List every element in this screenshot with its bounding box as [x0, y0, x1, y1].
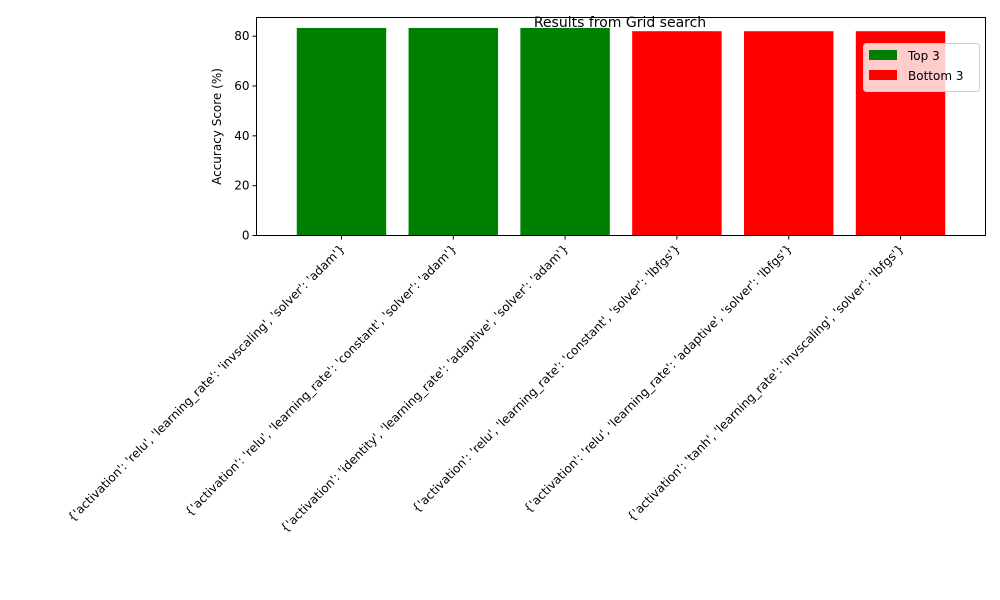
- bar-1: [296, 27, 387, 236]
- legend-swatch-1: [869, 50, 897, 60]
- legend-label-1: Top 3: [907, 49, 940, 63]
- y-axis-label: Accuracy Score (%): [210, 68, 224, 185]
- chart-title: Results from Grid search: [534, 15, 706, 31]
- y-tick-label: 20: [234, 179, 249, 193]
- y-tick-label: 60: [234, 79, 249, 93]
- y-tick-label: 40: [234, 129, 249, 143]
- bar-2: [408, 27, 499, 236]
- plot-frame: [256, 17, 986, 236]
- y-tick-label: 0: [242, 229, 250, 243]
- legend: Top 3 Bottom 3: [863, 43, 980, 92]
- legend-label-2: Bottom 3: [908, 69, 963, 83]
- y-axis: 0 20 40 60 80: [234, 29, 257, 243]
- bar-4: [632, 31, 722, 236]
- y-tick-label: 80: [234, 29, 249, 43]
- legend-swatch-2: [869, 70, 897, 80]
- bar-5: [743, 31, 834, 236]
- bar-3: [520, 27, 610, 236]
